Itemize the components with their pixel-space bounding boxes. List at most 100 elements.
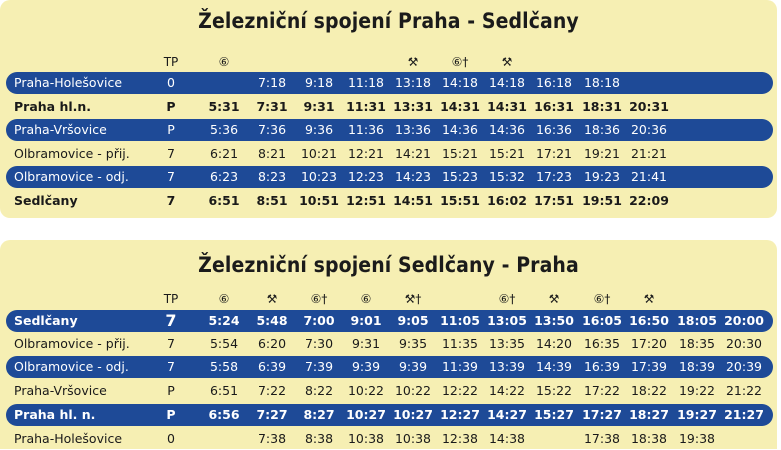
departure-time: 12:22 [441,383,479,398]
service-mark: ⑥† [498,292,516,306]
departure-time: 5:24 [208,313,240,328]
station-name: Praha-Holešovice [14,75,123,90]
departure-time: 20:31 [629,99,669,114]
station-row: Sedlčany 7 6:51 8:51 10:51 12:51 14:51 15:51 16:… [6,190,773,212]
header-row: TP ⑥ ⚒ ⑥† ⚒ [6,51,773,73]
departure-time: 16:50 [629,313,669,328]
station-row: Praha hl. n. P 6:56 7:27 8:27 10:27 10:27 12:27… [6,404,773,426]
departure-time: 16:05 [582,313,622,328]
departure-time: 18:36 [583,122,621,137]
departure-time: 18:27 [629,407,669,422]
departure-time: 11:35 [441,336,479,351]
station-name: Praha hl.n. [14,99,92,114]
departure-time: 5:48 [256,313,288,328]
departure-time: 14:20 [535,336,573,351]
departure-time: 6:21 [209,146,239,161]
service-mark: ⚒ [266,292,278,306]
departure-time: 17:39 [630,359,668,374]
departure-time: 8:51 [256,193,288,208]
departure-time: 12:38 [441,431,479,446]
service-mark: ⚒ [643,292,655,306]
departure-time: 8:23 [257,169,287,184]
departure-time: 16:39 [583,359,621,374]
departure-time: 10:27 [393,407,433,422]
departure-time: 14:27 [487,407,527,422]
departure-time: 11:18 [347,75,385,90]
departure-time: 21:21 [630,146,668,161]
station-row: Olbramovice - přij. 7 6:21 8:21 10:21 12:21 14… [6,143,773,165]
departure-time: 14:36 [441,122,479,137]
departure-time: 14:51 [393,193,433,208]
departure-time: 11:05 [440,313,480,328]
service-mark: ⑥† [593,292,611,306]
departure-time: 16:31 [534,99,574,114]
departure-time: 20:36 [630,122,668,137]
timetable-praha-sedlcany: Železniční spojení Praha - Sedlčany TP ⑥ ⚒… [0,0,777,218]
departure-time: 15:32 [488,169,526,184]
departure-time: 8:27 [303,407,335,422]
service-mark: ⚒† [404,292,422,306]
departure-time: 18:39 [678,359,716,374]
departure-time: 9:35 [398,336,428,351]
departure-time: 17:20 [630,336,668,351]
station-row: Praha-Holešovice 0 7:38 8:38 10:38 10:38 12:38… [6,428,773,450]
departure-time: 13:35 [488,336,526,351]
departure-time: 15:27 [534,407,574,422]
tp-value: 7 [167,169,175,184]
departure-time: 13:39 [488,359,526,374]
service-mark: ⑥† [451,55,469,69]
departure-time: 19:21 [583,146,621,161]
departure-time: 20:39 [725,359,763,374]
departure-time: 12:21 [347,146,385,161]
departure-time: 9:39 [351,359,381,374]
departure-time: 15:23 [441,169,479,184]
departure-time: 22:09 [629,193,669,208]
departure-time: 14:31 [487,99,527,114]
departure-time: 7:30 [304,336,334,351]
service-mark: ⑥ [218,292,230,306]
station-row: Praha hl.n. P 5:31 7:31 9:31 11:31 13:31 14:31 1… [6,96,773,118]
departure-time: 5:54 [209,336,239,351]
departure-time: 9:39 [398,359,428,374]
departure-time: 19:22 [678,383,716,398]
departure-time: 10:22 [347,383,385,398]
departure-time: 8:38 [304,431,334,446]
departure-time: 10:27 [346,407,386,422]
departure-time: 19:23 [583,169,621,184]
station-name: Sedlčany [14,313,78,328]
service-mark: ⑥ [218,55,230,69]
station-row: Praha-Vršovice P 5:36 7:36 9:36 11:36 13:36 14:… [6,119,773,141]
departure-time: 7:36 [257,122,287,137]
departure-time: 10:51 [299,193,339,208]
table-title: Železniční spojení Sedlčany - Praha [198,253,579,277]
departure-time: 13:18 [394,75,432,90]
station-row: Praha-Vršovice P 6:51 7:22 8:22 10:22 10:22 12:… [6,380,773,402]
header-row: TP ⑥ ⚒ ⑥† ⑥ ⚒† ⑥† ⚒ ⑥† ⚒ [6,288,773,310]
departure-time: 16:35 [583,336,621,351]
station-name: Olbramovice - odj. [14,359,129,374]
service-mark: ⑥ [360,292,372,306]
departure-time: 14:39 [535,359,573,374]
tp-value: 7 [167,359,175,374]
service-mark: ⚒ [548,292,560,306]
departure-time: 7:18 [257,75,287,90]
departure-time: 15:51 [440,193,480,208]
departure-time: 15:21 [441,146,479,161]
departure-time: 16:02 [487,193,527,208]
departure-time: 17:23 [535,169,573,184]
departure-time: 7:39 [304,359,334,374]
departure-time: 7:00 [303,313,335,328]
departure-time: 9:31 [303,99,335,114]
departure-time: 12:51 [346,193,386,208]
departure-time: 6:20 [257,336,287,351]
departure-time: 5:58 [209,359,239,374]
departure-time: 7:31 [256,99,288,114]
service-mark: ⚒ [501,55,513,69]
station-name: Olbramovice - přij. [14,336,130,351]
departure-time: 6:51 [209,383,239,398]
station-row: Olbramovice - odj. 7 6:23 8:23 10:23 12:23 14:… [6,166,773,188]
departure-time: 14:23 [394,169,432,184]
departure-time: 16:18 [535,75,573,90]
timetable-sedlcany-praha: Železniční spojení Sedlčany - Praha TP ⑥ ⚒… [0,240,777,449]
departure-time: 17:27 [582,407,622,422]
